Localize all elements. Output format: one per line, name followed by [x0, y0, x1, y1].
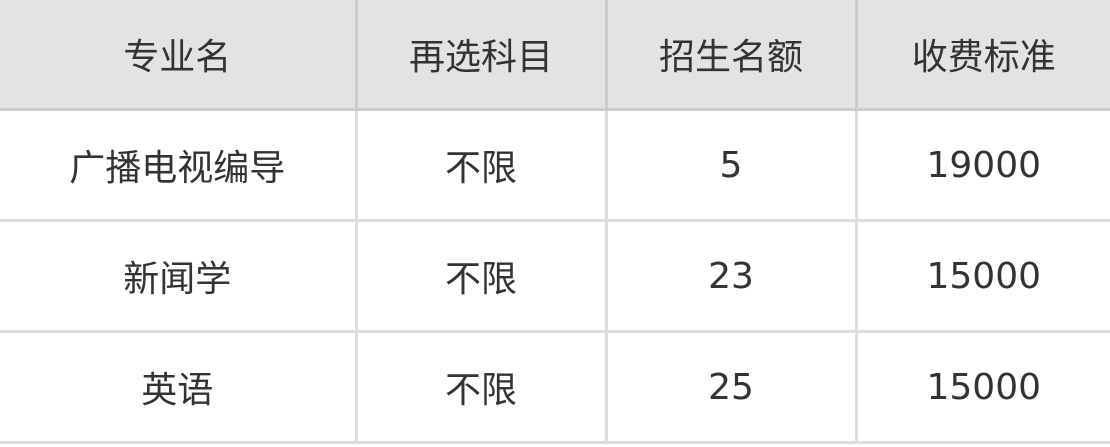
table-row: 广播电视编导 不限 5 19000: [0, 108, 1110, 222]
cell-fee: 19000: [854, 108, 1110, 222]
header-quota: 招生名额: [604, 0, 858, 111]
cell-quota: 25: [604, 330, 858, 444]
cell-quota: 23: [604, 219, 858, 333]
table-row: 英语 不限 25 15000: [0, 330, 1110, 444]
cell-major: 英语: [0, 330, 358, 444]
header-fee: 收费标准: [854, 0, 1110, 111]
header-subjects: 再选科目: [354, 0, 608, 111]
cell-fee: 15000: [854, 330, 1110, 444]
cell-subjects: 不限: [354, 330, 608, 444]
cell-major: 新闻学: [0, 219, 358, 333]
header-major: 专业名: [0, 0, 358, 111]
cell-subjects: 不限: [354, 219, 608, 333]
cell-fee: 15000: [854, 219, 1110, 333]
cell-subjects: 不限: [354, 108, 608, 222]
cell-quota: 5: [604, 108, 858, 222]
header-row: 专业名 再选科目 招生名额 收费标准: [0, 0, 1110, 111]
cell-major: 广播电视编导: [0, 108, 358, 222]
table-row: 新闻学 不限 23 15000: [0, 219, 1110, 333]
